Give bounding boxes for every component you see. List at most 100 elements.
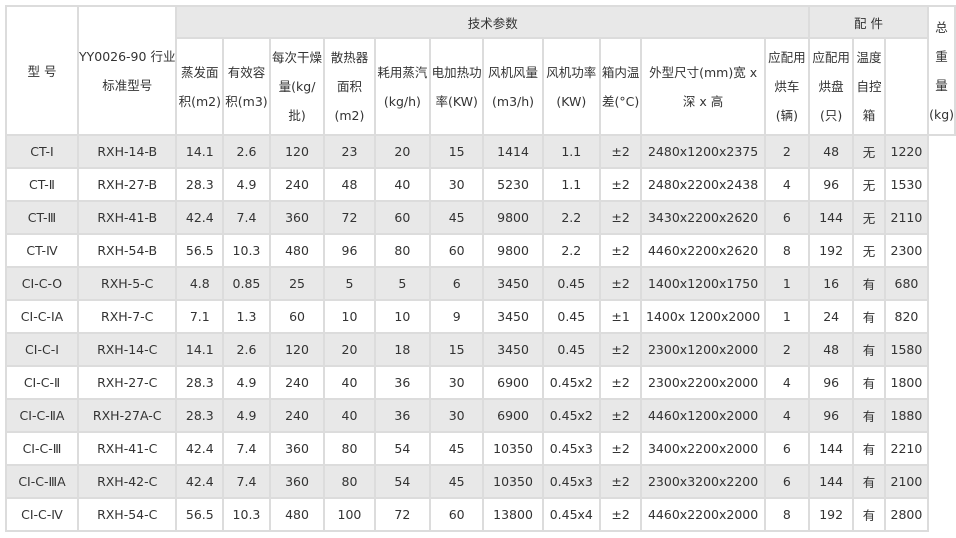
table-cell: 192 (807, 233, 855, 268)
table-cell: 7.4 (222, 431, 271, 466)
header-column: 蒸发面积(m2) (175, 37, 225, 136)
table-cell: 1580 (883, 332, 930, 367)
table-cell: CT-Ⅱ (5, 167, 79, 202)
table-cell: 28.3 (175, 365, 225, 400)
table-cell: 240 (268, 167, 326, 202)
table-cell: 54 (373, 464, 432, 499)
table-cell: 10 (373, 299, 432, 334)
table-cell: RXH-14-B (76, 134, 178, 169)
table-cell: 56.5 (175, 233, 225, 268)
table-cell: 5 (373, 266, 432, 301)
header-column: 每次干燥量(kg/批) (268, 37, 326, 136)
table-cell: 60 (429, 497, 485, 532)
table-cell: RXH-54-C (76, 497, 178, 532)
table-cell: 60 (373, 200, 432, 235)
table-cell: 无 (852, 200, 886, 235)
table-cell: 6900 (482, 365, 544, 400)
header-column: 外型尺寸(mm)宽 x 深 x 高 (640, 37, 766, 136)
table-cell: 16 (807, 266, 855, 301)
table-cell: 0.45x3 (541, 464, 601, 499)
header-model: 型 号 (5, 5, 79, 136)
table-cell: 25 (268, 266, 326, 301)
spec-table: 型 号 YY0026-90 行业标准型号 技术参数 配 件 总重量(kg) 蒸发… (5, 5, 956, 532)
table-cell: CI-C-Ⅰ (5, 332, 79, 367)
table-cell: 无 (852, 134, 886, 169)
table-cell: 4460x2200x2620 (640, 233, 766, 268)
table-cell: 6 (763, 464, 810, 499)
table-cell: 1.3 (222, 299, 271, 334)
table-row: CI-C-ⅡA RXH-27A-C 28.3 4.9 240 40 36 30 6900 0.45… (5, 398, 955, 433)
table-cell: 28.3 (175, 398, 225, 433)
table-cell: 144 (807, 200, 855, 235)
header-column: 风机风量(m3/h) (482, 37, 544, 136)
table-cell: 54 (373, 431, 432, 466)
table-cell: 680 (883, 266, 930, 301)
table-cell: 4.9 (222, 398, 271, 433)
table-cell: 24 (807, 299, 855, 334)
table-cell: 48 (323, 167, 376, 202)
table-cell: 2100 (883, 464, 930, 499)
table-cell: 80 (323, 464, 376, 499)
table-cell: 48 (807, 134, 855, 169)
table-cell: CT-Ⅲ (5, 200, 79, 235)
table-cell: 4.9 (222, 365, 271, 400)
table-cell: 2300x3200x2200 (640, 464, 766, 499)
table-cell: 9800 (482, 200, 544, 235)
header-column: 电加热功率(KW) (429, 37, 485, 136)
table-cell: 0.45 (541, 266, 601, 301)
table-cell: 14.1 (175, 332, 225, 367)
table-cell: CT-Ⅰ (5, 134, 79, 169)
table-cell: 10.3 (222, 233, 271, 268)
table-cell: 1414 (482, 134, 544, 169)
header-column: 散热器面积(m2) (323, 37, 376, 136)
table-cell: RXH-5-C (76, 266, 178, 301)
table-cell: CI-C-Ⅳ (5, 497, 79, 532)
table-cell: 3450 (482, 266, 544, 301)
table-cell: 有 (852, 398, 886, 433)
table-cell: 96 (807, 365, 855, 400)
table-cell: 0.45x4 (541, 497, 601, 532)
table-cell: ±1 (598, 299, 643, 334)
header-standard-model: YY0026-90 行业标准型号 (76, 5, 178, 136)
table-cell: 2300x2200x2000 (640, 365, 766, 400)
table-cell: 360 (268, 200, 326, 235)
table-cell: 56.5 (175, 497, 225, 532)
table-cell: 0.45x3 (541, 431, 601, 466)
table-cell: 96 (323, 233, 376, 268)
table-cell: 80 (373, 233, 432, 268)
table-cell: 有 (852, 431, 886, 466)
table-cell: 0.45x2 (541, 398, 601, 433)
table-cell: 40 (373, 167, 432, 202)
header-column: 风机功率(KW) (541, 37, 601, 136)
table-cell: 6 (429, 266, 485, 301)
table-cell: ±2 (598, 431, 643, 466)
table-row: CI-C-Ⅱ RXH-27-C 28.3 4.9 240 40 36 30 6900 0.45x2… (5, 365, 955, 400)
table-cell: 100 (323, 497, 376, 532)
table-cell: 有 (852, 464, 886, 499)
table-cell: 1.1 (541, 134, 601, 169)
table-cell: 2 (763, 332, 810, 367)
table-cell: 60 (268, 299, 326, 334)
table-cell: 30 (429, 398, 485, 433)
table-cell: 0.45 (541, 332, 601, 367)
table-cell: 48 (807, 332, 855, 367)
table-cell: 3400x2200x2000 (640, 431, 766, 466)
header-total-weight: 总重量(kg) (927, 5, 956, 136)
table-cell: 10350 (482, 464, 544, 499)
table-cell: CT-Ⅳ (5, 233, 79, 268)
table-cell: 2.2 (541, 200, 601, 235)
table-row: CT-Ⅲ RXH-41-B 42.4 7.4 360 72 60 45 9800 2.2 ±2 343… (5, 200, 955, 235)
table-cell: 0.45 (541, 299, 601, 334)
table-cell: 1800 (883, 365, 930, 400)
table-cell: RXH-41-C (76, 431, 178, 466)
table-cell: RXH-27A-C (76, 398, 178, 433)
table-cell: 15 (429, 332, 485, 367)
table-cell: 5230 (482, 167, 544, 202)
table-row: CT-Ⅰ RXH-14-B 14.1 2.6 120 23 20 15 1414 1.1 ±2 248… (5, 134, 955, 169)
table-cell: 42.4 (175, 431, 225, 466)
table-cell: 42.4 (175, 200, 225, 235)
header-column: 有效容积(m3) (222, 37, 271, 136)
table-cell: 42.4 (175, 464, 225, 499)
table-cell: 4.8 (175, 266, 225, 301)
table-cell: 6 (763, 431, 810, 466)
